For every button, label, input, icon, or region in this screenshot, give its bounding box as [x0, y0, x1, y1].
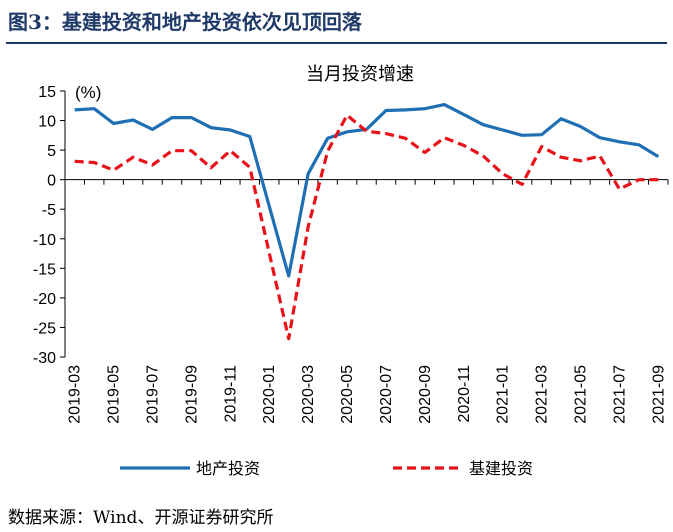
x-tick-label: 2019-07 — [145, 365, 162, 424]
x-tick-label: 2019-05 — [106, 365, 123, 424]
x-tick-label: 2020-05 — [339, 365, 356, 424]
x-tick-label: 2021-05 — [572, 365, 589, 424]
y-tick-label: -30 — [33, 350, 56, 367]
legend-label: 基建投资 — [469, 459, 533, 478]
series-lines — [74, 103, 660, 341]
x-tick-label: 2021-07 — [611, 365, 628, 424]
x-tick-label: 2020-01 — [261, 365, 278, 424]
y-tick-label: -5 — [42, 202, 56, 219]
x-tick-label: 2020-09 — [417, 365, 434, 424]
y-tick-label: 15 — [38, 84, 56, 101]
y-tick-label: -15 — [33, 261, 56, 278]
legend-label: 地产投资 — [196, 459, 260, 478]
figure-title: 图3：基建投资和地产投资依次见顶回落 — [8, 10, 362, 34]
title-rule — [6, 42, 667, 44]
y-tick-label: 0 — [47, 173, 56, 190]
y-tick-label: -25 — [33, 320, 56, 337]
legend: 地产投资 基建投资 — [120, 459, 533, 478]
x-tick-label: 2019-09 — [183, 365, 200, 424]
x-tick-label: 2021-03 — [534, 365, 551, 424]
x-tick-label: 2020-03 — [300, 365, 317, 424]
series-line-infrastructure — [74, 113, 659, 341]
x-tick-label: 2019-11 — [222, 365, 239, 423]
y-tick-label: 5 — [47, 143, 56, 160]
x-tick-label: 2020-11 — [456, 365, 473, 423]
y-tick-label: -10 — [33, 232, 56, 249]
data-source-note: 数据来源：Wind、开源证券研究所 — [8, 508, 274, 528]
y-axis-unit-label: (%) — [75, 83, 101, 102]
x-tick-label: 2020-07 — [378, 365, 395, 424]
axes — [60, 90, 669, 358]
x-tick-labels: 2019-03 2019-05 2019-07 2019-09 2019-11 2020-… — [67, 365, 668, 424]
y-tick-label: -20 — [33, 291, 56, 308]
chart-title: 当月投资增速 — [306, 64, 414, 85]
x-tick-label: 2019-03 — [67, 365, 84, 424]
y-tick-labels: 15 10 5 0 -5 -10 -15 -20 -25 -30 — [33, 84, 56, 367]
y-tick-label: 10 — [38, 114, 56, 131]
x-tick-label: 2021-01 — [495, 365, 512, 424]
x-tick-label: 2021-09 — [650, 365, 667, 424]
series-line-real-estate — [74, 103, 660, 278]
